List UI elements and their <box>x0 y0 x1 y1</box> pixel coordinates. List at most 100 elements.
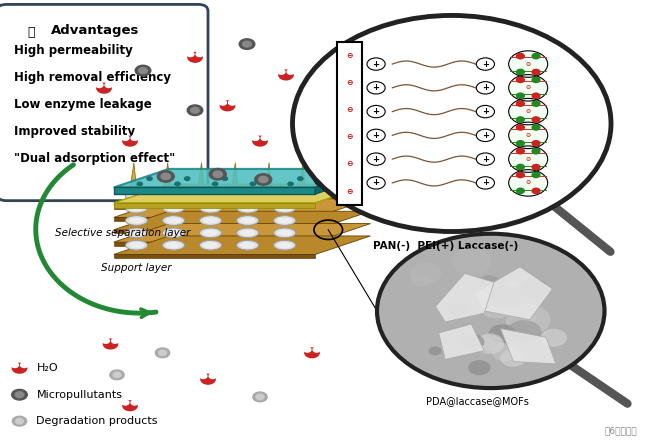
Circle shape <box>138 67 148 74</box>
Circle shape <box>261 135 268 140</box>
Ellipse shape <box>166 242 181 248</box>
Polygon shape <box>114 187 370 205</box>
Ellipse shape <box>237 228 259 238</box>
Circle shape <box>213 171 222 177</box>
Text: +: + <box>372 60 380 68</box>
Circle shape <box>517 164 525 170</box>
Ellipse shape <box>200 203 222 213</box>
Circle shape <box>12 363 27 373</box>
Circle shape <box>16 419 23 424</box>
Circle shape <box>494 287 520 304</box>
Ellipse shape <box>277 217 292 224</box>
Circle shape <box>507 320 541 344</box>
Ellipse shape <box>237 203 259 213</box>
Circle shape <box>517 93 525 98</box>
Ellipse shape <box>129 217 144 224</box>
Circle shape <box>255 174 272 185</box>
Polygon shape <box>436 273 494 322</box>
Ellipse shape <box>200 191 222 201</box>
Circle shape <box>367 105 385 118</box>
Circle shape <box>21 363 28 367</box>
Circle shape <box>517 117 525 122</box>
Circle shape <box>532 77 540 82</box>
Polygon shape <box>114 211 370 230</box>
Ellipse shape <box>166 193 181 199</box>
Text: Support layer: Support layer <box>101 263 171 273</box>
Circle shape <box>110 370 124 380</box>
Circle shape <box>517 141 525 146</box>
Circle shape <box>159 350 166 355</box>
Ellipse shape <box>125 240 148 250</box>
Polygon shape <box>114 254 315 258</box>
Ellipse shape <box>203 205 218 211</box>
Polygon shape <box>265 163 272 194</box>
Text: +: + <box>482 155 489 164</box>
Circle shape <box>532 149 540 154</box>
Circle shape <box>532 117 540 122</box>
Circle shape <box>452 248 492 275</box>
Circle shape <box>532 172 540 178</box>
Circle shape <box>509 51 548 77</box>
Circle shape <box>11 363 18 367</box>
Polygon shape <box>337 42 362 205</box>
Circle shape <box>103 339 118 349</box>
Text: ⊖: ⊖ <box>526 85 531 90</box>
Text: PAN(-)  PEI(+) Laccase(-): PAN(-) PEI(+) Laccase(-) <box>372 241 518 251</box>
Circle shape <box>517 77 525 82</box>
Ellipse shape <box>200 216 222 225</box>
Circle shape <box>428 347 441 355</box>
Polygon shape <box>114 242 315 246</box>
Text: +: + <box>482 60 489 68</box>
Text: ⊖: ⊖ <box>526 62 531 67</box>
Text: +: + <box>482 179 489 187</box>
Text: +: + <box>482 131 489 140</box>
Circle shape <box>200 374 207 378</box>
Polygon shape <box>197 163 205 194</box>
Circle shape <box>313 347 320 352</box>
Circle shape <box>377 234 604 388</box>
Circle shape <box>213 182 218 186</box>
Circle shape <box>478 275 501 291</box>
Circle shape <box>304 347 311 352</box>
Text: ⊖: ⊖ <box>346 78 353 87</box>
Circle shape <box>480 296 512 318</box>
Circle shape <box>509 170 548 196</box>
Circle shape <box>367 58 385 70</box>
Ellipse shape <box>166 230 181 236</box>
Polygon shape <box>114 187 315 194</box>
FancyBboxPatch shape <box>0 4 208 201</box>
Circle shape <box>161 173 170 179</box>
Ellipse shape <box>125 216 148 225</box>
Circle shape <box>122 135 129 140</box>
Circle shape <box>509 75 548 101</box>
Ellipse shape <box>203 230 218 236</box>
Ellipse shape <box>274 203 296 213</box>
Ellipse shape <box>237 216 259 225</box>
Circle shape <box>488 285 523 308</box>
Circle shape <box>97 83 111 93</box>
Text: +: + <box>372 155 380 164</box>
Circle shape <box>305 348 319 358</box>
Text: Advantages: Advantages <box>51 24 139 37</box>
Text: ⊖: ⊖ <box>526 157 531 162</box>
Circle shape <box>367 177 385 189</box>
Circle shape <box>541 329 567 347</box>
Circle shape <box>476 58 495 70</box>
Circle shape <box>476 82 495 94</box>
Circle shape <box>410 274 429 287</box>
Circle shape <box>517 149 525 154</box>
Polygon shape <box>231 163 239 194</box>
Text: Selective separation layer: Selective separation layer <box>55 228 190 238</box>
Circle shape <box>187 105 203 116</box>
Circle shape <box>187 52 194 56</box>
Circle shape <box>209 374 216 378</box>
Circle shape <box>12 389 27 400</box>
Ellipse shape <box>166 217 181 224</box>
Ellipse shape <box>203 217 218 224</box>
Text: +: + <box>482 107 489 116</box>
Circle shape <box>519 279 548 298</box>
Text: High removal efficiency: High removal efficiency <box>14 71 172 84</box>
Circle shape <box>506 305 551 335</box>
Circle shape <box>185 177 190 180</box>
Text: +: + <box>372 131 380 140</box>
